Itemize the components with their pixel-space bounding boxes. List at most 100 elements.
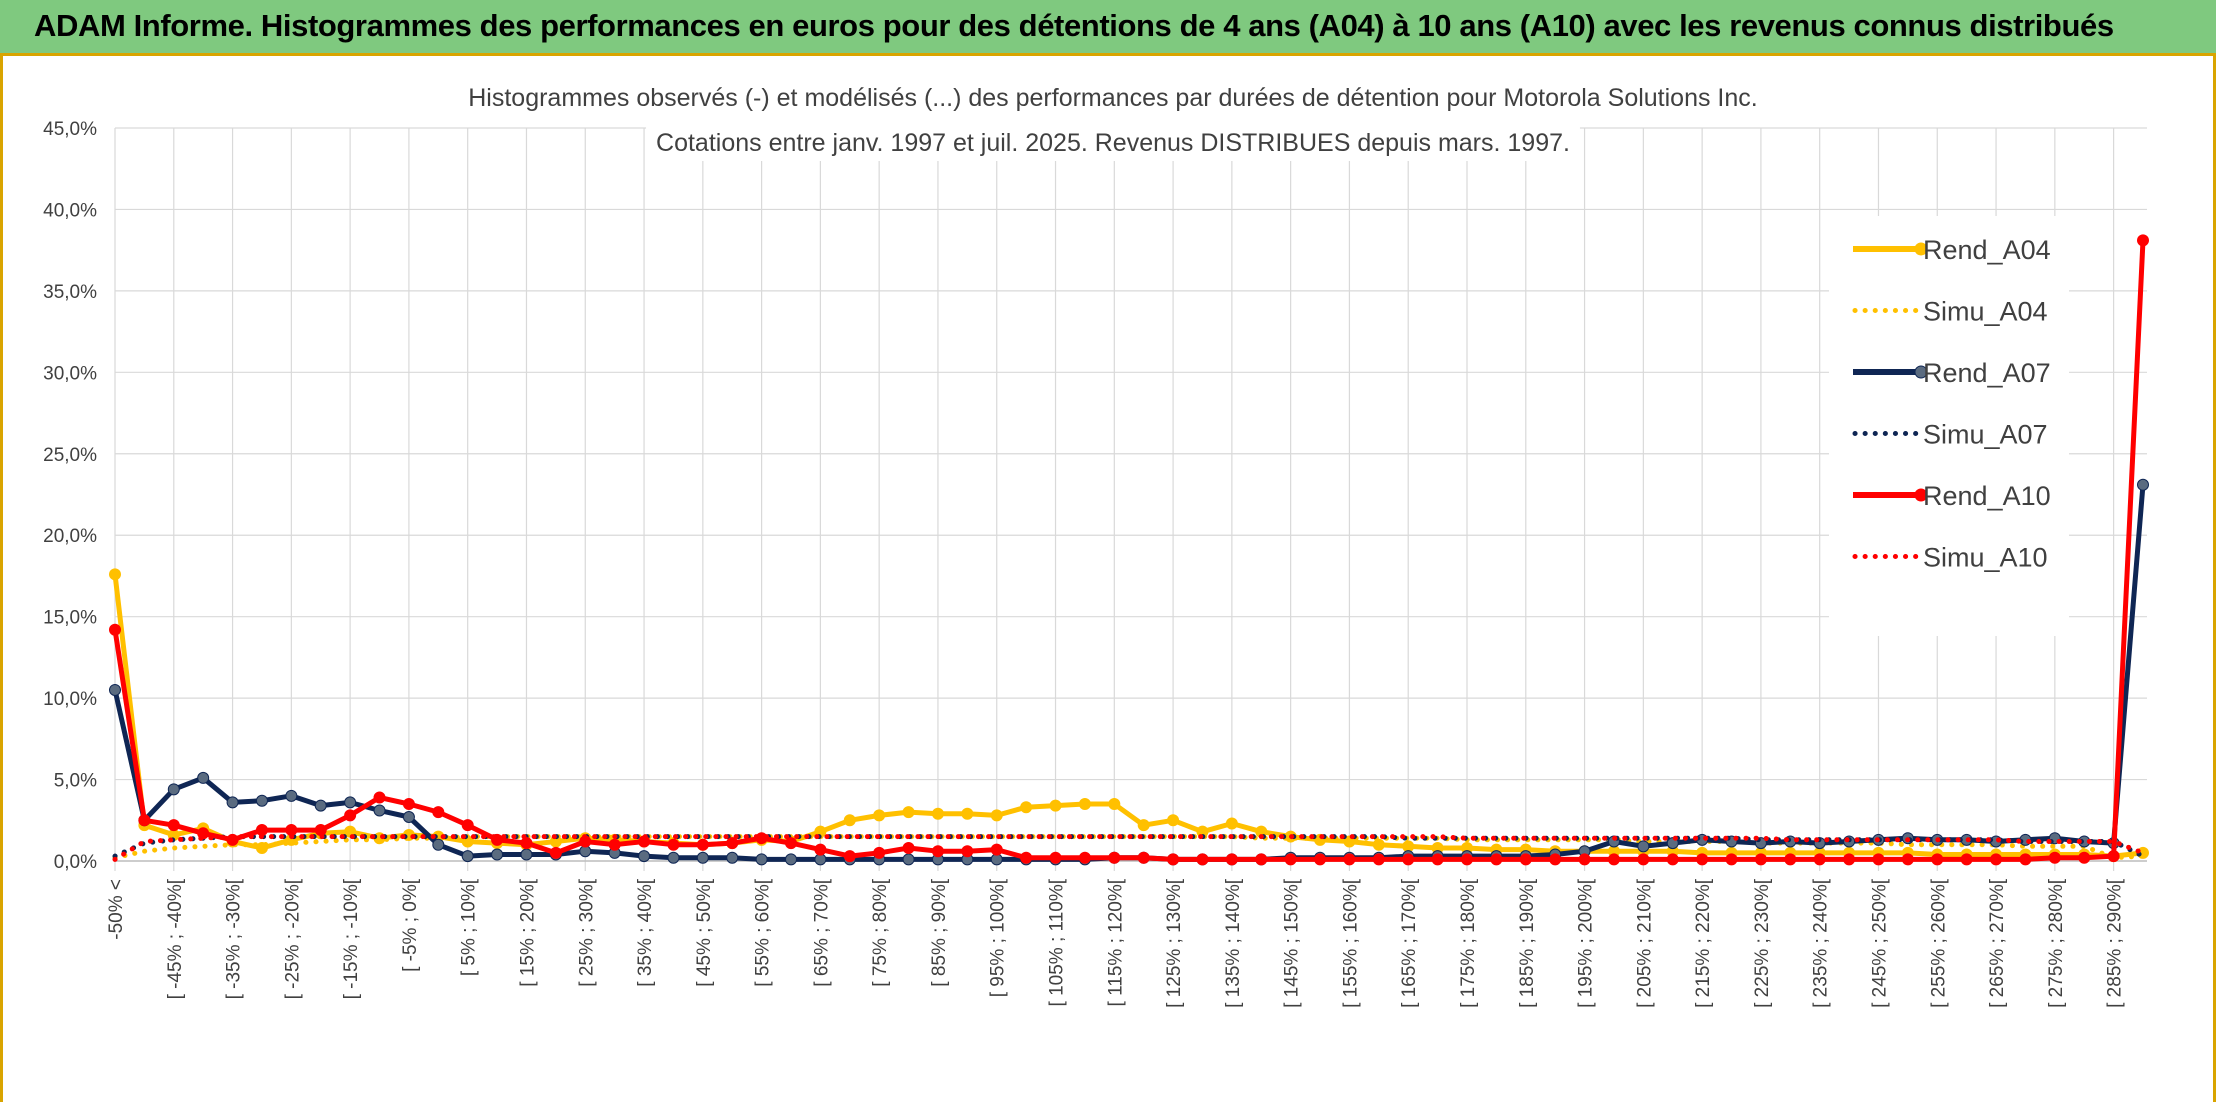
data-point: [1314, 853, 1327, 866]
chart-title-line: Histogrammes observés (-) et modélisés (…: [468, 84, 1757, 112]
data-point: [109, 623, 121, 636]
data-point: [1431, 853, 1444, 866]
data-point: [1607, 853, 1620, 866]
data-point: [1990, 853, 2003, 866]
axes: 0,0% 5,0% 10,0% 15,0% 20,0% 25,0% 30,0% 35,0% 40…: [43, 119, 2147, 1008]
data-point: [726, 837, 739, 850]
data-point: [902, 841, 915, 854]
chart-title-line: Cotations entre janv. 1997 et juil. 2025…: [656, 129, 1570, 157]
data-point: [1020, 801, 1033, 814]
series-line: [112, 834, 2146, 862]
series-lines: [109, 234, 2149, 866]
y-tick-label: 0,0%: [54, 852, 97, 873]
x-tick-label: [ 115% ; 120%[: [1105, 878, 1126, 1006]
data-point: [285, 824, 298, 837]
report-banner: ADAM Informe. Histogrammes des performan…: [0, 0, 2216, 56]
data-point: [814, 843, 827, 856]
x-tick-label: [ -35% ; -30%[: [224, 878, 245, 999]
x-tick-label: [ 155% ; 160%[: [1340, 878, 1361, 1008]
data-point: [608, 838, 621, 851]
data-point: [931, 845, 944, 858]
legend-marker: [1914, 242, 1928, 256]
data-point: [226, 796, 239, 809]
data-point: [1137, 851, 1150, 864]
x-tick-label: [ 85% ; 90%[: [929, 878, 950, 986]
data-point: [1049, 851, 1062, 864]
data-point: [785, 837, 797, 850]
chart-title-backdrop: [458, 80, 1768, 116]
data-point: [1960, 853, 1973, 866]
data-point: [696, 838, 709, 851]
x-tick-label: [ 165% ; 170%[: [1399, 878, 1420, 1008]
x-tick-label: [ 125% ; 130%[: [1164, 878, 1185, 1008]
data-point: [344, 796, 357, 809]
data-point: [2019, 853, 2032, 866]
data-point: [138, 814, 151, 827]
x-tick-label: [ 175% ; 180%[: [1458, 878, 1479, 1008]
report-title: ADAM Informe. Histogrammes des performan…: [34, 8, 2114, 43]
data-point: [902, 806, 915, 819]
x-tick-label: [ 145% ; 150%[: [1282, 878, 1303, 1008]
data-point: [109, 683, 121, 696]
data-point: [755, 853, 768, 866]
series-simu-a10: [112, 834, 2146, 862]
data-point: [1225, 853, 1238, 866]
y-tick-label: 25,0%: [43, 445, 97, 466]
data-point: [667, 838, 680, 851]
y-tick-label: 10,0%: [43, 689, 97, 710]
data-point: [402, 797, 415, 810]
x-tick-label: [ -25% ; -20%[: [282, 878, 303, 999]
data-point: [1255, 853, 1268, 866]
x-tick-label: [ 285% ; 290%[: [2105, 878, 2126, 1008]
data-point: [1754, 853, 1767, 866]
data-point: [491, 848, 504, 861]
x-tick-label: [ 65% ; 70%[: [811, 878, 832, 986]
data-point: [432, 838, 445, 851]
y-tick-label: 20,0%: [43, 526, 97, 547]
data-point: [1137, 819, 1150, 832]
histogram-line-chart: 0,0% 5,0% 10,0% 15,0% 20,0% 25,0% 30,0% 35,0% 40…: [43, 80, 2149, 1008]
gridlines: [114, 127, 2147, 871]
data-point: [285, 789, 298, 802]
legend-entry: Rend_A07: [1853, 358, 2051, 388]
legend-entry: Rend_A10: [1853, 481, 2051, 511]
x-tick-label: [ 75% ; 80%[: [870, 878, 891, 986]
data-point: [1637, 853, 1650, 866]
data-point: [1549, 853, 1562, 866]
legend-entry: Simu_A04: [1852, 297, 2048, 327]
data-point: [461, 850, 474, 863]
data-point: [843, 814, 856, 827]
data-point: [373, 791, 386, 804]
data-point: [638, 850, 651, 863]
data-point: [2048, 851, 2061, 864]
data-point: [961, 845, 974, 858]
data-point: [1108, 797, 1121, 810]
data-point: [696, 851, 709, 864]
y-tick-label: 40,0%: [43, 200, 97, 221]
data-point: [1108, 851, 1121, 864]
data-point: [785, 853, 797, 866]
data-point: [843, 850, 856, 863]
y-tick-label: 5,0%: [54, 771, 97, 792]
data-point: [2137, 234, 2149, 247]
data-point: [373, 804, 386, 817]
legend-label: Rend_A07: [1923, 358, 2051, 388]
legend-entry: Rend_A04: [1853, 235, 2051, 265]
x-tick-label: -50% <: [106, 879, 127, 940]
data-point: [1078, 797, 1091, 810]
legend-label: Simu_A07: [1923, 420, 2048, 450]
data-point: [197, 771, 210, 784]
x-tick-label: [ -45% ; -40%[: [165, 878, 186, 999]
x-tick-label: [ 135% ; 140%[: [1223, 878, 1244, 1008]
x-tick-label: [ 105% ; 110%[: [1047, 878, 1068, 1006]
data-point: [1167, 814, 1180, 827]
legend-marker: [1914, 365, 1928, 379]
chart-title: Histogrammes observés (-) et modélisés (…: [458, 80, 1768, 161]
data-point: [2137, 478, 2149, 491]
data-point: [726, 851, 739, 864]
data-point: [167, 819, 180, 832]
data-point: [1196, 853, 1209, 866]
legend: Rend_A04 Simu_A04 Rend_A07 Simu_A07 Rend_A10…: [1829, 216, 2069, 636]
data-point: [1784, 853, 1797, 866]
data-point: [402, 811, 415, 824]
